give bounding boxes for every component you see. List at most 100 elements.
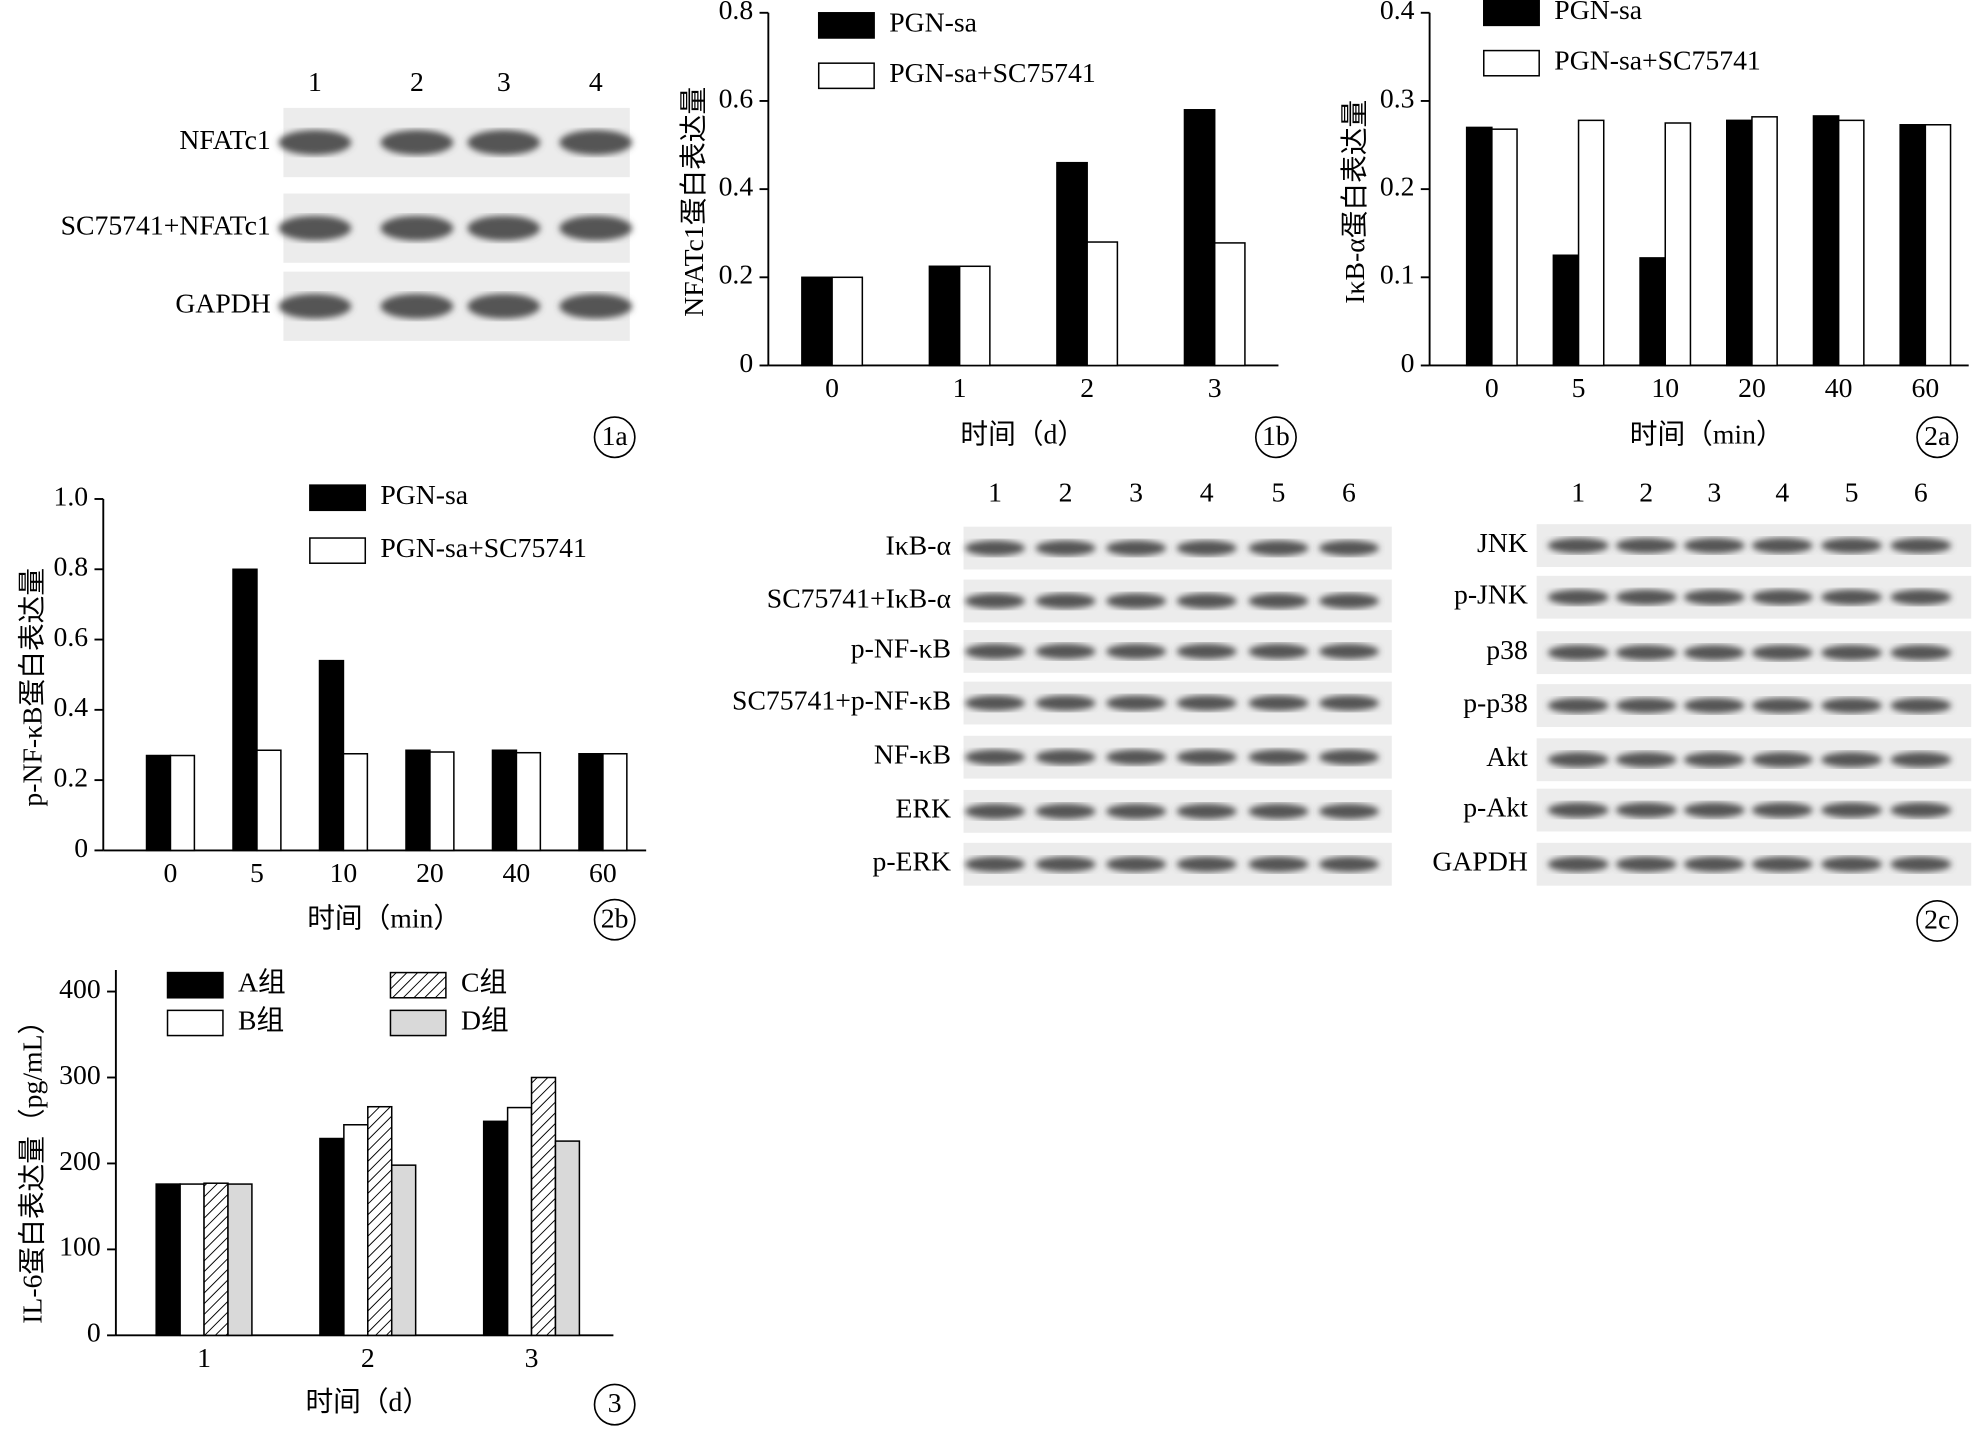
x-tick-label: 5: [250, 857, 264, 888]
y-tick-label: 0: [87, 1317, 101, 1348]
bar: [343, 1124, 369, 1337]
legend-swatch: [166, 971, 224, 999]
blot-row-label: p-ERK: [872, 846, 950, 877]
y-axis-label: p-NF-κB蛋白表达量: [17, 568, 48, 807]
y-tick-label: 0.4: [54, 691, 89, 722]
blot-band: [1890, 644, 1952, 661]
blot-band: [1890, 589, 1952, 605]
x-tick-label: 3: [1208, 372, 1222, 403]
blot-band: [965, 695, 1026, 711]
bar: [367, 1105, 393, 1337]
legend-label: PGN-sa: [889, 7, 977, 38]
bar: [491, 749, 518, 852]
legend-label: PGN-sa: [1554, 0, 1642, 25]
blot-band: [1615, 802, 1677, 818]
bar: [578, 753, 604, 852]
lane-label: 4: [1775, 477, 1789, 508]
legend-label: PGN-sa+SC75741: [1554, 45, 1761, 76]
blot-band: [965, 643, 1026, 660]
panel-label: 1b: [1262, 420, 1290, 451]
x-tick-label: 5: [1572, 372, 1586, 403]
bar: [155, 1183, 181, 1337]
bar: [1491, 128, 1518, 367]
blot-band: [1683, 589, 1745, 605]
bar: [801, 276, 833, 367]
bar: [232, 568, 258, 852]
blot-band: [1319, 695, 1379, 711]
blot-band: [1751, 752, 1813, 768]
y-tick-label: 0.6: [54, 621, 89, 652]
y-axis-label: IL-6蛋白表达量（pg/mL）: [17, 1007, 48, 1324]
blot-row-label: JNK: [1477, 527, 1528, 558]
blot-band: [1248, 540, 1309, 556]
legend-swatch: [309, 537, 367, 564]
lane-label: 3: [497, 66, 511, 97]
bar: [482, 1120, 509, 1337]
bar: [1812, 115, 1840, 367]
blot-row-label: p-NF-κB: [851, 633, 951, 664]
y-tick-label: 0: [74, 832, 88, 863]
bar: [342, 753, 369, 852]
blot-band: [1248, 856, 1309, 872]
x-axis-label: 时间（min）: [307, 902, 461, 933]
panel-label: 2c: [1924, 904, 1950, 935]
blot-band: [1106, 643, 1167, 660]
blot-band: [1106, 593, 1167, 609]
blot-band: [1683, 802, 1745, 818]
x-tick-label: 40: [1825, 372, 1853, 403]
lane-label: 5: [1272, 477, 1286, 508]
blot-band: [1176, 593, 1237, 609]
bar: [179, 1183, 205, 1337]
x-tick-label: 40: [503, 857, 531, 888]
lane-label: 2: [1059, 477, 1073, 508]
blot-band: [1319, 643, 1379, 660]
y-tick-label: 400: [59, 973, 101, 1004]
x-tick-label: 0: [164, 857, 178, 888]
legend-swatch: [389, 1009, 447, 1037]
blot-band: [1821, 856, 1882, 872]
blot-row-label: GAPDH: [175, 288, 270, 319]
blot-band: [1106, 540, 1167, 556]
blot-band: [1035, 540, 1096, 556]
blot-band: [1176, 856, 1237, 872]
blot-band: [467, 130, 541, 155]
y-tick-label: 1.0: [54, 480, 89, 511]
blot-band: [1751, 589, 1813, 605]
blot-band: [1035, 803, 1096, 820]
y-tick-label: 0.3: [1380, 82, 1415, 113]
panel-label: 3: [608, 1387, 622, 1418]
bar: [554, 1140, 581, 1337]
blot-row-label: p-p38: [1463, 687, 1528, 718]
blot-band: [1683, 752, 1745, 768]
bar: [1552, 254, 1580, 367]
y-tick-label: 0: [739, 347, 753, 378]
blot-band: [1683, 644, 1745, 661]
blot-band: [559, 293, 633, 319]
blot-band: [1890, 856, 1952, 872]
bar: [1664, 122, 1692, 367]
blot-band: [965, 749, 1026, 765]
blot-row-label: GAPDH: [1432, 846, 1527, 877]
blot-row-label: SC75741+NFATc1: [61, 210, 271, 241]
bar: [256, 749, 282, 852]
blot-band: [965, 593, 1026, 609]
lane-label: 6: [1914, 477, 1928, 508]
lane-label: 1: [988, 477, 1002, 508]
x-tick-label: 20: [1738, 372, 1766, 403]
bar: [169, 754, 196, 852]
y-tick-label: 0.2: [1380, 170, 1415, 201]
blot-band: [1106, 803, 1167, 820]
blot-band: [380, 215, 454, 241]
bar: [390, 1164, 417, 1337]
blot-band: [1751, 856, 1813, 872]
blot-band: [1615, 537, 1677, 554]
bar: [429, 751, 455, 852]
bar: [405, 749, 431, 852]
bar: [530, 1076, 557, 1337]
bar: [145, 754, 172, 852]
x-tick-label: 1: [953, 372, 967, 403]
x-tick-label: 60: [589, 857, 617, 888]
blot-band: [1106, 856, 1167, 872]
panel-label: 2a: [1924, 420, 1950, 451]
